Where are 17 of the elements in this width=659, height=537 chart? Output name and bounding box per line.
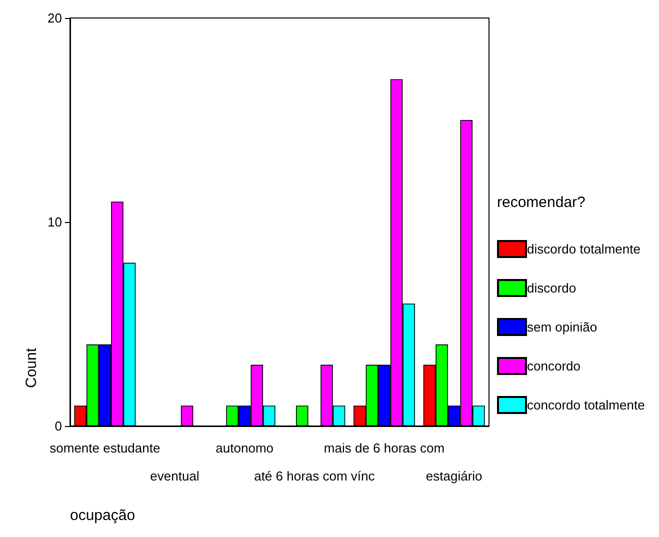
- legend-label: concordo: [527, 358, 580, 374]
- y-axis-title: Count: [23, 347, 40, 388]
- legend-title: recomendar?: [497, 194, 586, 211]
- x-tick-label: até 6 horas com vínc: [254, 468, 376, 484]
- y-tick-label: 10: [48, 214, 62, 230]
- x-tick-label: eventual: [150, 468, 200, 484]
- x-axis-title: ocupação: [70, 507, 136, 524]
- legend-label: discordo totalmente: [527, 242, 640, 256]
- y-tick-label: 0: [54, 418, 62, 434]
- legend-label: sem opinião: [527, 320, 598, 334]
- legend-label: concordo totalmente: [527, 398, 645, 412]
- x-tick-label: autonomo: [216, 440, 274, 456]
- x-tick-label: estagiário: [426, 468, 482, 484]
- legend-label: discordo: [527, 280, 576, 296]
- y-tick-label: 20: [48, 10, 62, 26]
- x-tick-label: somente estudante: [50, 440, 160, 456]
- x-tick-label: mais de 6 horas com: [324, 440, 445, 456]
